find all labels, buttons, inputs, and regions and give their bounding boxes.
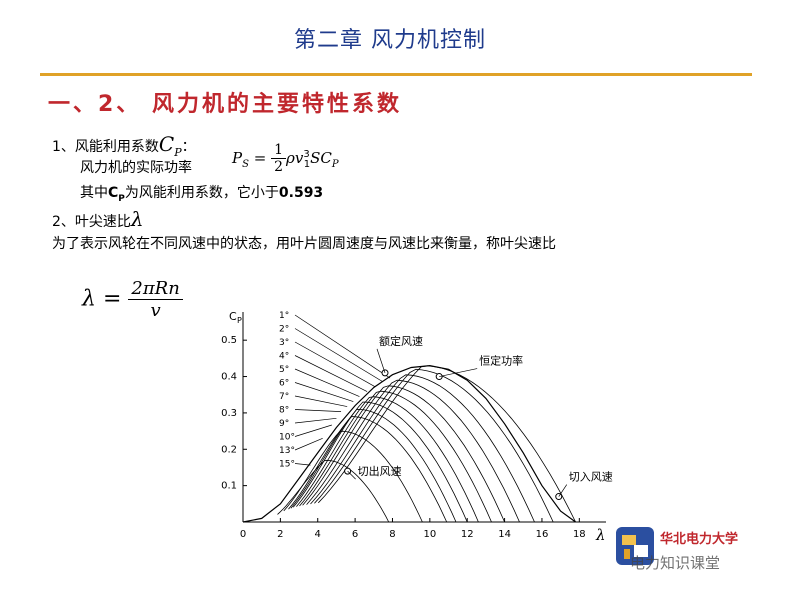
- chapter-title: 第二章 风力机控制: [294, 28, 486, 53]
- y-tick-label: 0.4: [221, 372, 237, 383]
- pitch-curve: [290, 408, 457, 523]
- x-tick-label: 10: [423, 529, 436, 540]
- annotation-label: 切出风速: [358, 464, 402, 478]
- item1-line: 1、风能利用系数CP：: [52, 132, 196, 159]
- cp-symbol: CP: [158, 132, 182, 159]
- pitch-label: 5°: [279, 365, 289, 375]
- pitch-leader: [294, 395, 348, 407]
- x-axis-label: λ: [595, 526, 606, 544]
- pitch-leader: [294, 314, 391, 379]
- pitch-leader: [294, 463, 311, 466]
- item1-colon: ：: [181, 139, 196, 155]
- pitch-label: 6°: [279, 379, 289, 389]
- y-axis-label: C: [229, 310, 237, 323]
- pitch-leader: [294, 409, 342, 412]
- pitch-label: 8°: [279, 406, 289, 416]
- tsr-formula: λ = 2πRn v: [82, 278, 183, 321]
- pitch-label: 3°: [279, 338, 289, 348]
- x-tick-label: 4: [315, 529, 321, 540]
- annotation-label: 额定风速: [379, 334, 423, 348]
- pitch-curve: [302, 385, 505, 523]
- y-tick-label: 0.2: [221, 444, 237, 455]
- pitch-curve: [314, 368, 554, 523]
- tsr-description: 为了表示风轮在不同风速中的状态，用叶片圆周速度与风速比来衡量，称叶尖速比: [52, 236, 556, 252]
- x-tick-label: 14: [498, 529, 511, 540]
- pitch-curve: [296, 396, 479, 523]
- pitch-label: 9°: [279, 419, 289, 429]
- pitch-label: 4°: [279, 352, 289, 362]
- power-formula: PS = 1 2 ρv31SCP: [232, 142, 339, 175]
- university-logo-text: 华北电力大学: [660, 532, 739, 547]
- pitch-leader: [294, 417, 337, 424]
- item2-line: 2、叶尖速比λ: [52, 207, 144, 231]
- pitch-leader: [294, 382, 354, 402]
- y-axis-label-sub: P: [237, 316, 242, 325]
- power-label: 风力机的实际功率: [80, 160, 192, 176]
- annotation-leader: [347, 470, 356, 480]
- pitch-label: 2°: [279, 325, 289, 335]
- university-logo-icon: [616, 527, 654, 565]
- pitch-curve: [306, 379, 520, 523]
- pitch-curve: [283, 430, 423, 523]
- pitch-leader: [294, 438, 323, 451]
- pitch-leader: [294, 355, 368, 392]
- pitch-curve: [299, 390, 492, 523]
- y-tick-label: 0.1: [221, 481, 237, 492]
- x-tick-label: 16: [536, 529, 549, 540]
- pitch-curve: [277, 459, 390, 523]
- watermark-text: 电力知识课堂: [630, 554, 721, 572]
- pitch-curve: [310, 374, 535, 523]
- x-tick-label: 18: [573, 529, 586, 540]
- annotation-label: 恒定功率: [479, 354, 523, 368]
- pitch-label: 10°: [279, 433, 295, 443]
- title-divider: [40, 73, 752, 76]
- x-tick-label: 0: [240, 529, 246, 540]
- item1-label: 1、风能利用系数: [52, 139, 159, 155]
- x-tick-label: 6: [352, 529, 358, 540]
- pitch-curve: [318, 365, 576, 523]
- y-tick-label: 0.3: [221, 408, 237, 419]
- lambda-symbol: λ: [130, 207, 144, 231]
- cp-lambda-chart: 0 2 4 6 8 10 12 14 16 18 0.1 0.2 0.3 0.4 0.5 C Pλ 1° 2° 3° 4…: [221, 310, 613, 544]
- envelope-curve: [242, 364, 576, 523]
- pitch-leader: [294, 341, 375, 387]
- pitch-leader: [294, 328, 383, 382]
- x-tick-label: 2: [277, 529, 283, 540]
- x-tick-label: 8: [389, 529, 395, 540]
- annotation-marker: [435, 373, 443, 381]
- pitch-leader: [294, 368, 360, 397]
- pitch-label: 1°: [279, 311, 289, 321]
- annotation-leader: [376, 348, 386, 374]
- pitch-label: 13°: [279, 446, 295, 456]
- annotation-leader: [558, 484, 568, 497]
- pitch-label: 15°: [279, 460, 295, 470]
- item2-label: 2、叶尖速比: [52, 214, 131, 230]
- pitch-leader: [294, 424, 332, 437]
- annotation-label: 切入风速: [569, 471, 613, 484]
- pitch-curve: [292, 401, 468, 523]
- x-tick-label: 12: [461, 529, 474, 540]
- pitch-label: 7°: [279, 392, 289, 402]
- section-heading: 一、2、 风力机的主要特性系数: [48, 92, 402, 117]
- annotation-leader: [439, 368, 478, 377]
- cp-note: 其中CP为风能利用系数，它小于0.593: [80, 185, 324, 204]
- y-tick-label: 0.5: [221, 335, 237, 346]
